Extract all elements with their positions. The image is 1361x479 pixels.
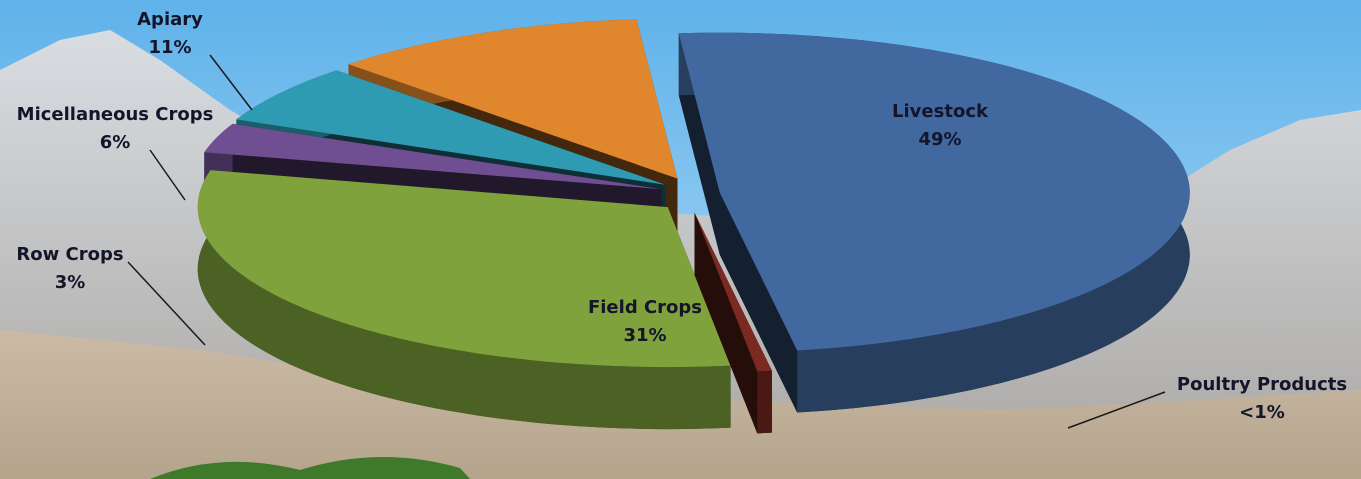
slice-value-label: 49% xyxy=(918,129,961,150)
slice xyxy=(678,32,1190,351)
slice-label: Row Crops xyxy=(16,244,123,265)
leader-line xyxy=(209,54,253,111)
background-foliage xyxy=(150,456,470,479)
slice-value-label: 6% xyxy=(100,132,131,153)
slice-value-label: 11% xyxy=(148,37,191,58)
slice-label: Poultry Products xyxy=(1177,374,1347,395)
slice-label: Apiary xyxy=(137,9,203,30)
slice xyxy=(348,19,678,179)
leader-line xyxy=(1067,391,1166,429)
slice-label: Livestock xyxy=(892,101,989,122)
slice xyxy=(204,123,662,190)
slice-label: Field Crops xyxy=(588,297,702,318)
slice xyxy=(236,70,666,185)
pie xyxy=(197,19,1190,434)
slice-label: Micellaneous Crops xyxy=(17,104,214,125)
slice-value-label: <1% xyxy=(1239,402,1285,423)
slice xyxy=(694,212,772,372)
slice-wall xyxy=(719,192,798,413)
leader-line xyxy=(127,261,206,346)
slice-side xyxy=(757,370,772,434)
slice-value-label: 31% xyxy=(623,325,666,346)
slice xyxy=(197,170,731,368)
labels: Livestock 49% Poultry Products <1% Field Cro… xyxy=(16,9,1347,429)
slice-wall xyxy=(694,212,758,434)
slice-side xyxy=(197,170,731,430)
slice-value-label: 3% xyxy=(55,272,86,293)
leader-line xyxy=(149,149,186,201)
